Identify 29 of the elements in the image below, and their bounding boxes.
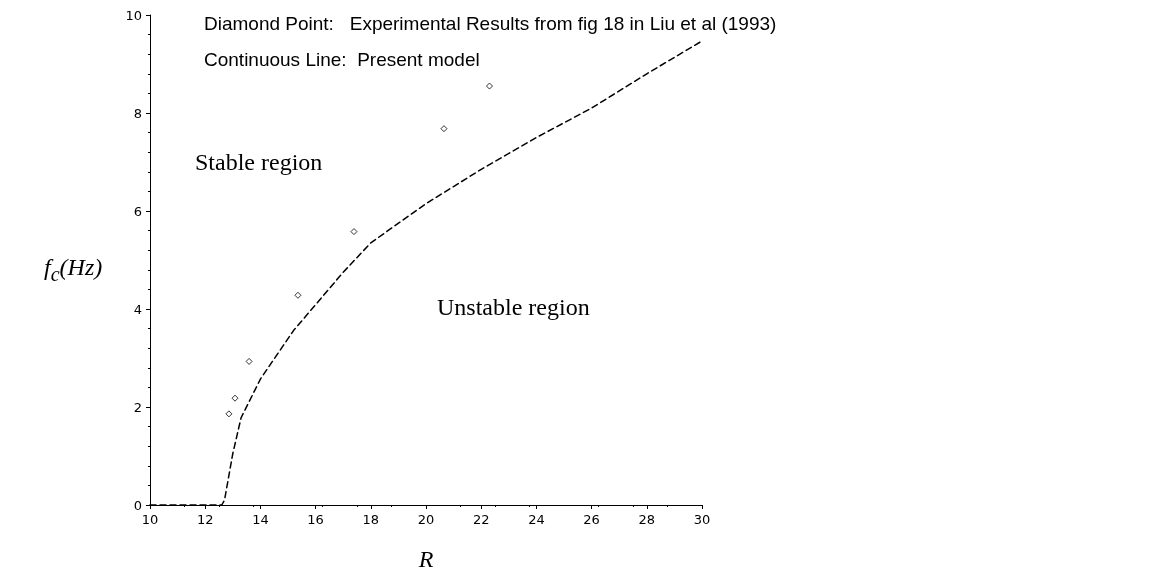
x-tick-label: 26 — [583, 512, 600, 527]
x-tick-label: 12 — [196, 512, 214, 527]
point — [485, 82, 493, 90]
x-tick-label: 24 — [528, 512, 545, 527]
y-tick-label: 4 — [133, 301, 142, 317]
point — [350, 228, 358, 236]
point — [231, 394, 239, 402]
point — [294, 291, 302, 299]
x-tick-label: 30 — [693, 512, 711, 527]
annotation: Continuous Line: Present model — [204, 49, 480, 70]
x-tick-label: 18 — [362, 512, 380, 527]
point — [440, 125, 448, 133]
annotation: Stable region — [195, 149, 323, 175]
point — [225, 410, 233, 418]
x-tick-label: 16 — [307, 512, 324, 527]
x-tick-label: 28 — [638, 512, 656, 527]
y-tick-label: 0 — [133, 497, 142, 513]
y-tick-label: 2 — [133, 399, 142, 415]
point — [245, 357, 253, 365]
y-tick-label: 8 — [133, 105, 142, 121]
x-tick-label: 22 — [472, 512, 490, 527]
y-axis-title: f$_{c}$(Hz) — [44, 254, 103, 286]
x-tick-label: 20 — [417, 512, 435, 527]
x-tick-label: 14 — [252, 512, 269, 527]
annotation: Diamond Point: Experimental Results from fig 18 in Liu et al (1993) — [204, 13, 777, 34]
y-tick-label: 6 — [133, 203, 142, 219]
y-tick-label: 10 — [125, 7, 142, 23]
x-axis-title: R — [417, 546, 434, 572]
annotation: Unstable region — [437, 294, 590, 320]
